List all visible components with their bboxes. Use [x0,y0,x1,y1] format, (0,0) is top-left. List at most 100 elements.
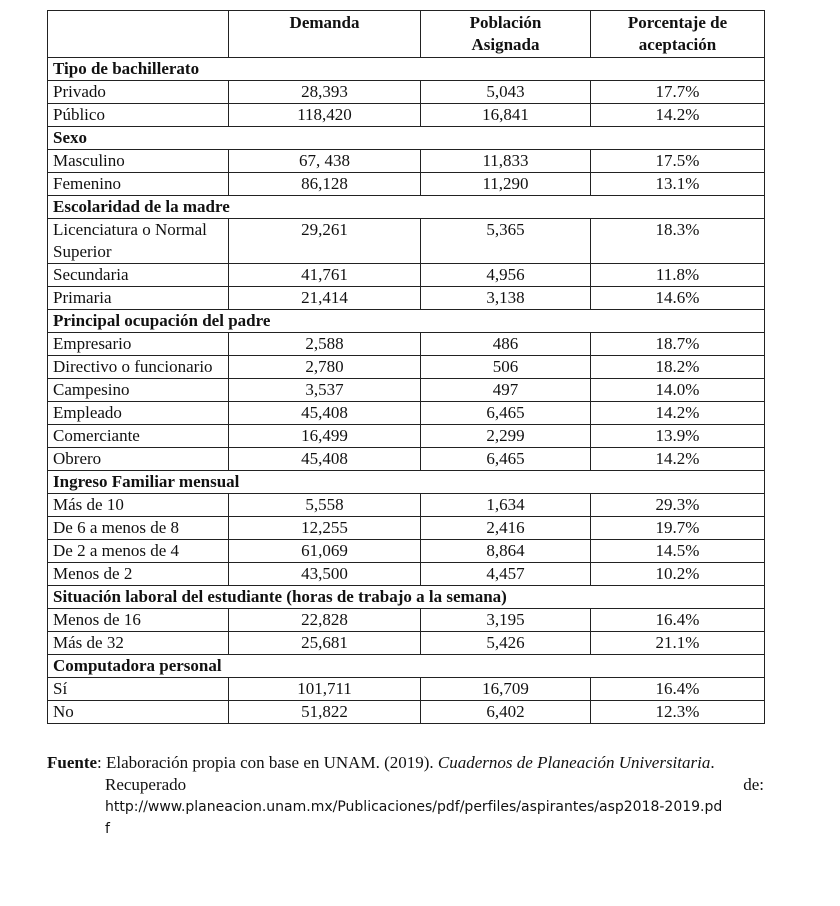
cell: 18.7% [590,332,765,356]
data-row: Femenino 86,128 11,290 13.1% [47,172,765,196]
row-label: Campesino [47,378,229,402]
row-label: De 6 a menos de 8 [47,516,229,540]
header-cell: Población Asignada [420,10,591,58]
cell: 16.4% [590,608,765,632]
cell: 14.2% [590,401,765,425]
row-label: No [47,700,229,724]
data-row: Licenciatura o Normal Superior 29,261 5,36… [47,218,765,264]
section-title: Tipo de bachillerato [47,57,765,81]
section-row: Ingreso Familiar mensual [47,470,765,494]
data-row: Público 118,420 16,841 14.2% [47,103,765,127]
cell: 25,681 [228,631,421,655]
row-label: Empleado [47,401,229,425]
cell: 13.9% [590,424,765,448]
data-row: Menos de 16 22,828 3,195 16.4% [47,608,765,632]
source-note: Fuente: Elaboración propia con base en U… [47,752,764,840]
data-row: Masculino 67, 438 11,833 17.5% [47,149,765,173]
row-label: Comerciante [47,424,229,448]
section-row: Situación laboral del estudiante (horas … [47,585,765,609]
cell: 14.2% [590,447,765,471]
row-label: Más de 10 [47,493,229,517]
cell: 3,138 [420,286,591,310]
row-label: Menos de 2 [47,562,229,586]
section-row: Computadora personal [47,654,765,678]
cell: 6,465 [420,401,591,425]
cell: 4,956 [420,263,591,287]
cell: 11,290 [420,172,591,196]
cell: 12,255 [228,516,421,540]
cell: 3,195 [420,608,591,632]
cell: 2,299 [420,424,591,448]
cell: 18.2% [590,355,765,379]
cell: 11,833 [420,149,591,173]
source-url: http://www.planeacion.unam.mx/Publicacio… [105,799,723,837]
cell: 14.2% [590,103,765,127]
row-label: Público [47,103,229,127]
cell: 486 [420,332,591,356]
cell: 61,069 [228,539,421,563]
cell: 5,043 [420,80,591,104]
data-row: De 6 a menos de 8 12,255 2,416 19.7% [47,516,765,540]
row-label: Menos de 16 [47,608,229,632]
cell: 2,780 [228,355,421,379]
row-label: Secundaria [47,263,229,287]
cell: 13.1% [590,172,765,196]
cell: 16,841 [420,103,591,127]
data-row: Más de 32 25,681 5,426 21.1% [47,631,765,655]
cell: 41,761 [228,263,421,287]
data-row: Más de 10 5,558 1,634 29.3% [47,493,765,517]
section-row: Principal ocupación del padre [47,309,765,333]
row-label: Masculino [47,149,229,173]
header-cell: Demanda [228,10,421,58]
cell: 67, 438 [228,149,421,173]
section-title: Situación laboral del estudiante (horas … [47,585,765,609]
cell: 497 [420,378,591,402]
row-label: Directivo o funcionario [47,355,229,379]
cell: 17.5% [590,149,765,173]
data-row: Comerciante 16,499 2,299 13.9% [47,424,765,448]
cell: 6,465 [420,447,591,471]
row-label: Licenciatura o Normal Superior [47,218,229,264]
data-row: No 51,822 6,402 12.3% [47,700,765,724]
row-label: Femenino [47,172,229,196]
source-label: Fuente [47,753,98,772]
section-row: Sexo [47,126,765,150]
table-body: Tipo de bachillerato Privado 28,393 5,043 17… [47,57,765,724]
data-row: Directivo o funcionario 2,780 506 18.2% [47,355,765,379]
cell: 118,420 [228,103,421,127]
row-label: De 2 a menos de 4 [47,539,229,563]
header-row: Demanda Población Asignada Porcentaje de… [47,10,765,58]
row-label: Privado [47,80,229,104]
cell: 3,537 [228,378,421,402]
cell: 2,416 [420,516,591,540]
header-cell [47,10,229,58]
row-label: Empresario [47,332,229,356]
section-title: Ingreso Familiar mensual [47,470,765,494]
cell: 5,426 [420,631,591,655]
section-title: Computadora personal [47,654,765,678]
data-row: De 2 a menos de 4 61,069 8,864 14.5% [47,539,765,563]
cell: 45,408 [228,447,421,471]
row-label: Sí [47,677,229,701]
cell: 17.7% [590,80,765,104]
cell: 19.7% [590,516,765,540]
row-label: Primaria [47,286,229,310]
data-row: Obrero 45,408 6,465 14.2% [47,447,765,471]
cell: 5,365 [420,218,591,264]
section-row: Escolaridad de la madre [47,195,765,219]
header-cell: Porcentaje de aceptación [590,10,765,58]
cell: 51,822 [228,700,421,724]
retrieved: de: [743,775,764,794]
data-row: Campesino 3,537 497 14.0% [47,378,765,402]
row-label: Obrero [47,447,229,471]
cell: 86,128 [228,172,421,196]
cell: 4,457 [420,562,591,586]
cell: 29.3% [590,493,765,517]
data-table: Demanda Población Asignada Porcentaje de… [47,10,765,724]
cell: 43,500 [228,562,421,586]
cell: 21.1% [590,631,765,655]
section-title: Principal ocupación del padre [47,309,765,333]
cell: 45,408 [228,401,421,425]
